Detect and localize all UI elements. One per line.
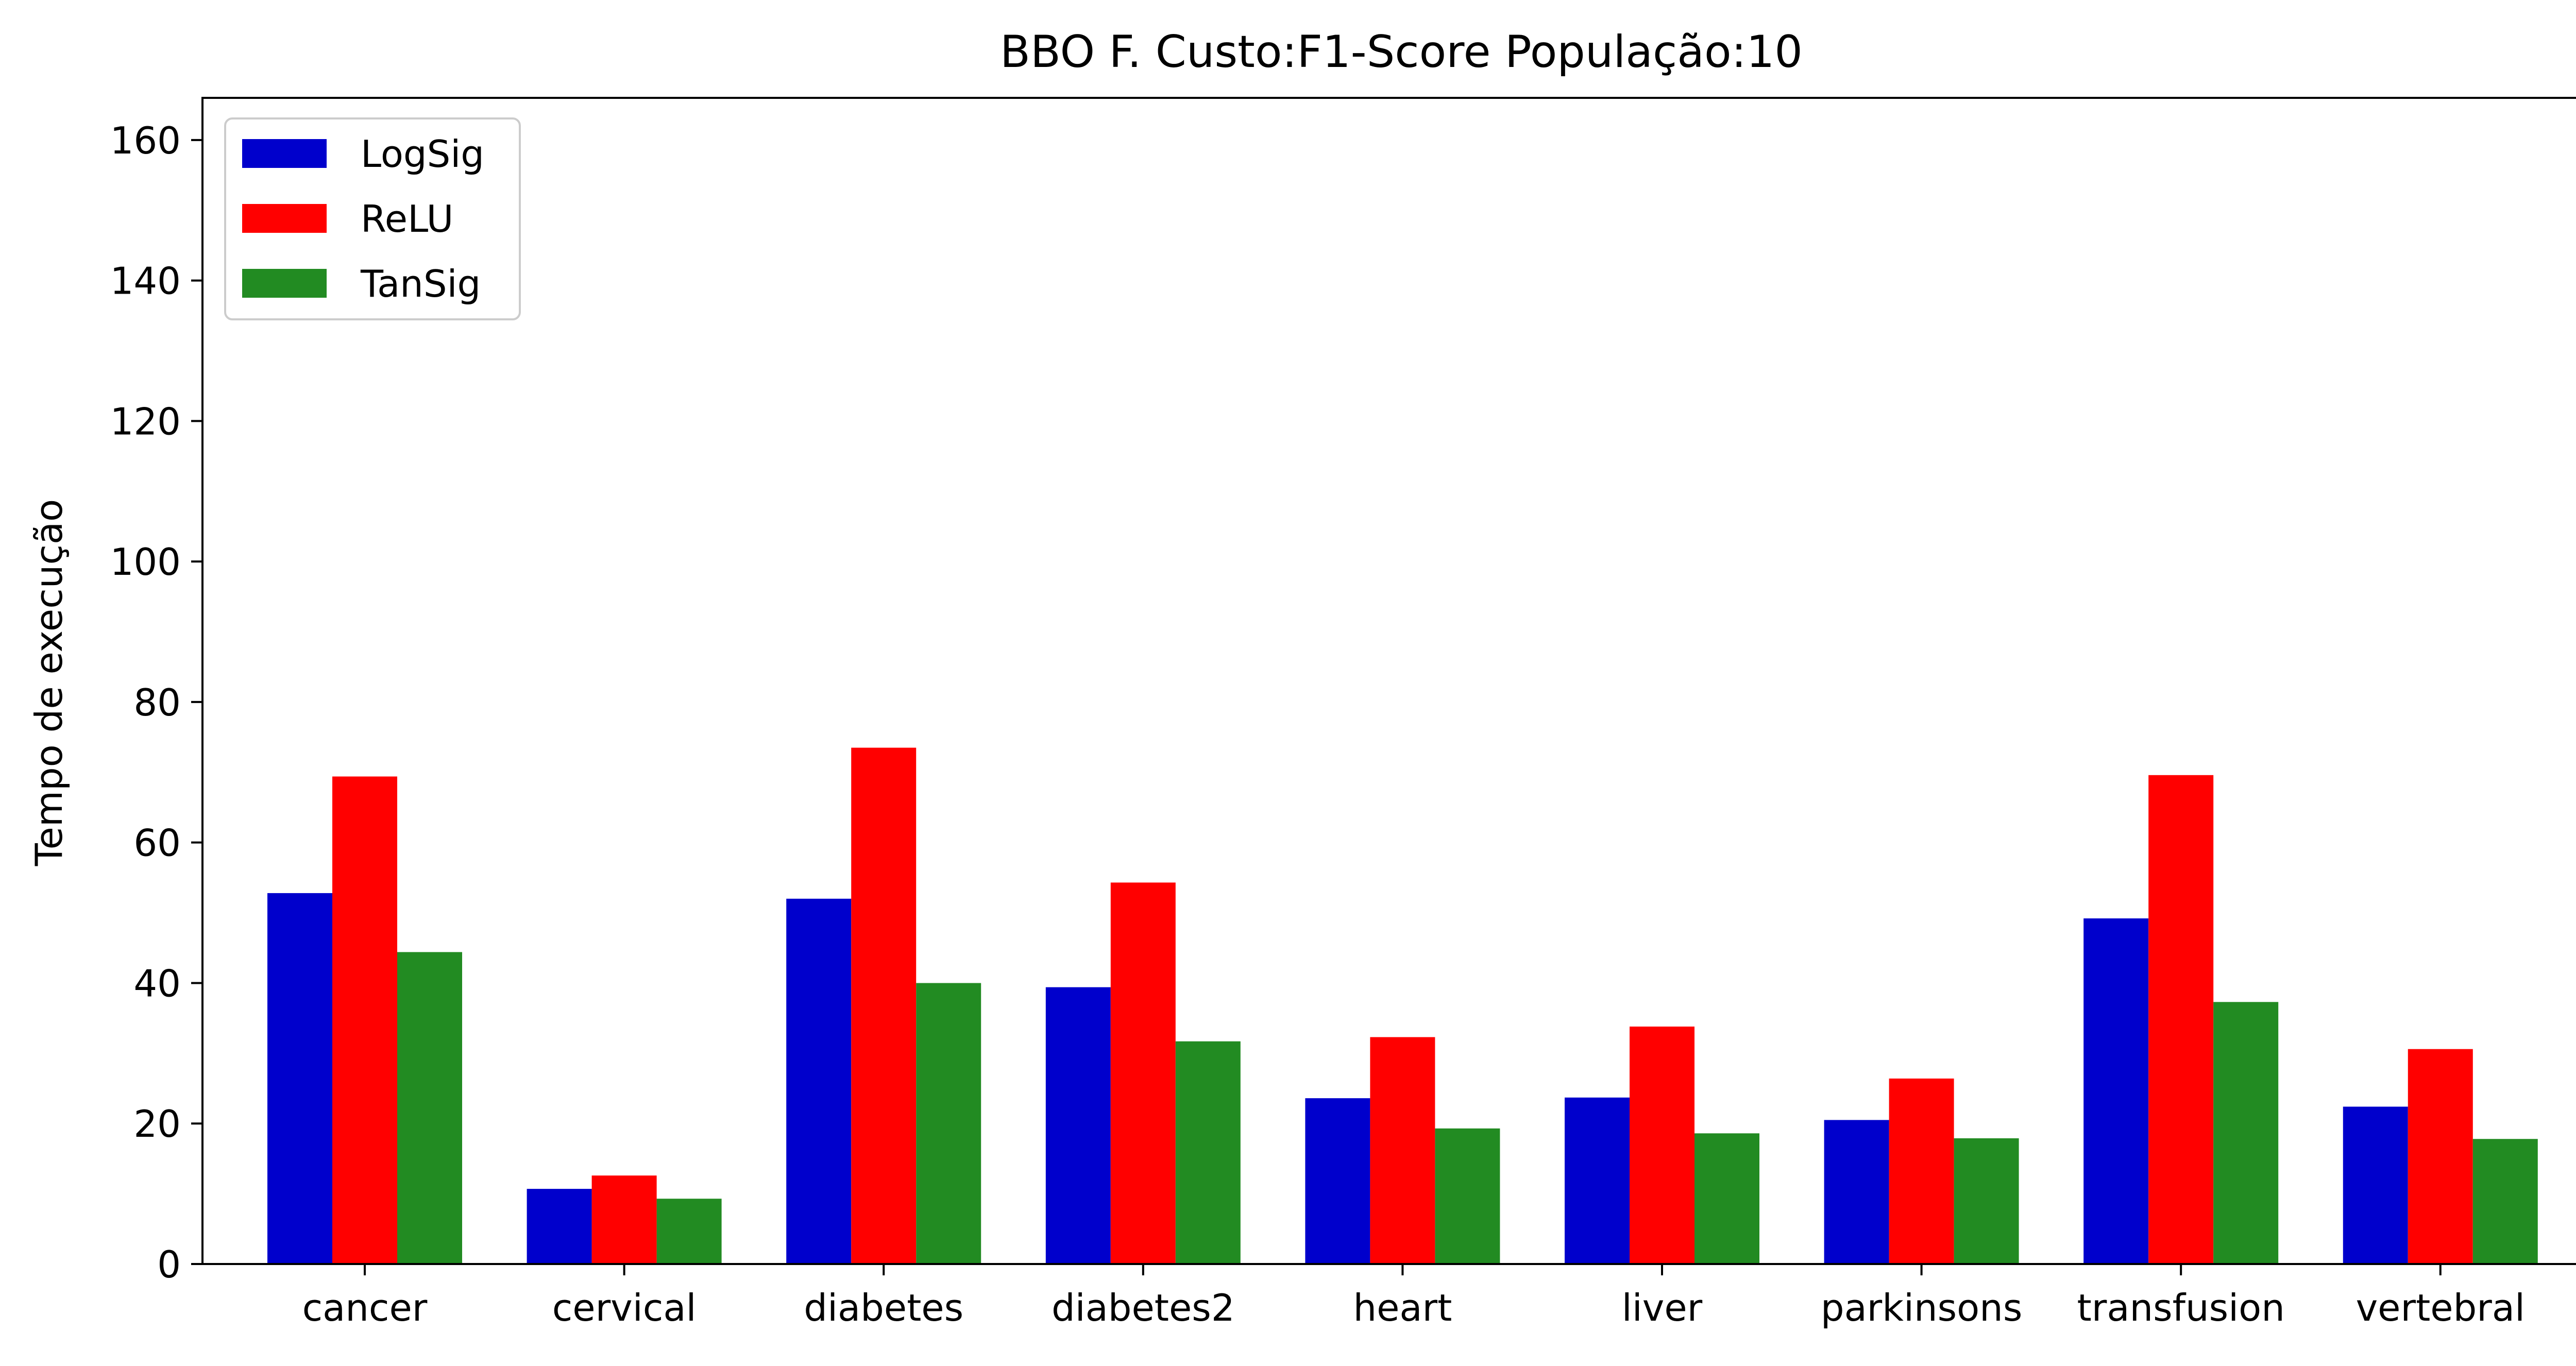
legend-label-logsig: LogSig <box>361 132 484 176</box>
bar-tansig-parkinsons <box>1954 1138 2019 1264</box>
chart-title: BBO F. Custo:F1-Score População:10 <box>1000 26 1803 78</box>
bar-tansig-liver <box>1694 1133 1759 1264</box>
bar-relu-liver <box>1630 1027 1694 1264</box>
bar-logsig-diabetes2 <box>1045 987 1111 1264</box>
x-tick-label-liver: liver <box>1622 1286 1703 1329</box>
x-tick-label-cancer: cancer <box>302 1286 428 1329</box>
bar-tansig-vertebral <box>2472 1139 2538 1264</box>
bar-logsig-diabetes <box>786 898 852 1264</box>
bar-tansig-heart <box>1435 1128 1500 1264</box>
bar-logsig-cervical <box>527 1189 592 1264</box>
plot-frame <box>201 97 2576 1265</box>
legend-label-tansig: TanSig <box>360 262 481 305</box>
x-tick-label-cervical: cervical <box>552 1286 697 1329</box>
y-tick-label-80: 80 <box>133 681 181 724</box>
bar-tansig-cervical <box>656 1199 722 1264</box>
legend-swatch-relu <box>242 204 327 233</box>
bar-relu-diabetes <box>851 747 917 1264</box>
y-tick-label-160: 160 <box>110 119 181 162</box>
bar-relu-parkinsons <box>1889 1078 1954 1264</box>
bar-tansig-cancer <box>397 952 462 1264</box>
legend: LogSig ReLU TanSig <box>224 117 521 320</box>
legend-swatch-logsig <box>242 139 327 168</box>
bar-logsig-heart <box>1305 1098 1370 1264</box>
bar-tansig-transfusion <box>2213 1002 2279 1264</box>
bar-tansig-diabetes <box>916 983 981 1264</box>
bar-logsig-vertebral <box>2343 1106 2408 1264</box>
y-axis-label: Tempo de execução <box>27 499 71 866</box>
x-tick-label-vertebral: vertebral <box>2356 1286 2525 1329</box>
x-tick-label-transfusion: transfusion <box>2077 1286 2285 1329</box>
y-tick-label-100: 100 <box>110 540 181 584</box>
bar-relu-diabetes2 <box>1110 882 1176 1264</box>
legend-label-relu: ReLU <box>361 197 453 241</box>
y-tick-label-120: 120 <box>110 400 181 443</box>
x-tick-label-heart: heart <box>1353 1286 1452 1329</box>
bar-relu-heart <box>1370 1037 1435 1264</box>
bar-relu-cancer <box>332 776 397 1264</box>
x-tick-label-diabetes: diabetes <box>804 1286 963 1329</box>
bar-logsig-liver <box>1565 1097 1630 1264</box>
bars-group <box>267 747 2538 1264</box>
bar-logsig-transfusion <box>2083 918 2149 1264</box>
y-tick-label-140: 140 <box>110 260 181 303</box>
bar-logsig-parkinsons <box>1824 1120 1889 1264</box>
legend-swatch-tansig <box>242 269 327 298</box>
bar-relu-cervical <box>591 1175 657 1264</box>
x-tick-label-diabetes2: diabetes2 <box>1052 1286 1235 1329</box>
y-tick-label-0: 0 <box>157 1243 181 1286</box>
y-tick-label-40: 40 <box>133 962 181 1005</box>
y-tick-label-20: 20 <box>133 1102 181 1146</box>
x-tick-label-parkinsons: parkinsons <box>1821 1286 2022 1329</box>
x-axis: cancer cervical diabetes diabetes2 heart live… <box>302 1264 2525 1329</box>
y-axis: 0 20 40 60 80 100 120 140 160 <box>110 119 202 1286</box>
bar-relu-vertebral <box>2408 1049 2473 1264</box>
bar-tansig-diabetes2 <box>1175 1041 1241 1264</box>
bar-logsig-cancer <box>267 893 332 1264</box>
bar-relu-transfusion <box>2148 775 2214 1264</box>
y-tick-label-60: 60 <box>133 822 181 865</box>
